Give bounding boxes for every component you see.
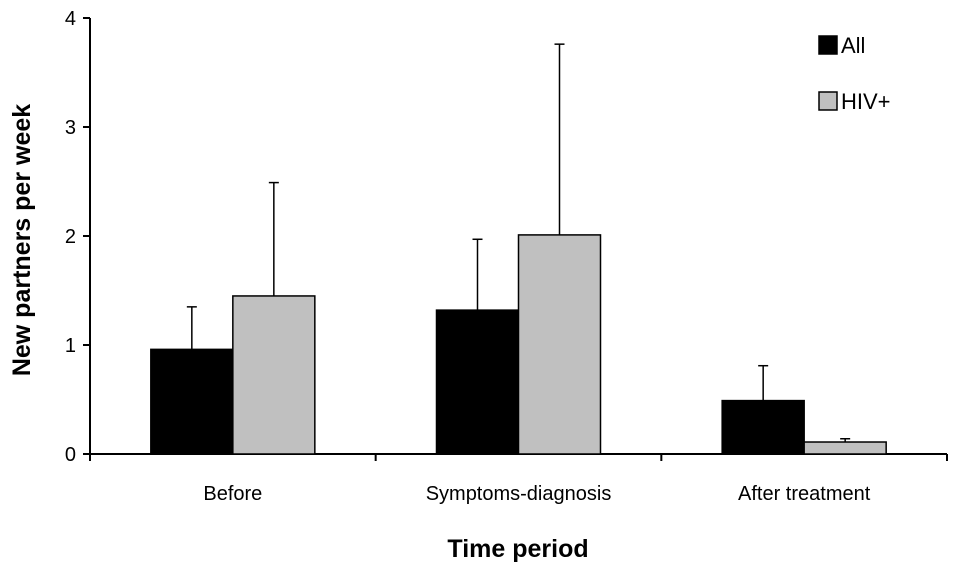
- legend-label: HIV+: [841, 89, 891, 114]
- bar: [150, 348, 234, 455]
- bar: [517, 234, 602, 455]
- bar: [803, 441, 887, 455]
- x-axis: [89, 453, 948, 461]
- tick-labels: 0 1 2 3 4 Before Symptoms-diagnosis After treat…: [65, 8, 871, 505]
- error-bars: [186, 43, 851, 443]
- bar: [435, 309, 520, 455]
- legend-swatch: [818, 91, 838, 111]
- y-tick-label: 4: [65, 8, 76, 30]
- bar: [232, 295, 316, 455]
- y-axis: [83, 17, 91, 455]
- x-tick-label: Before: [203, 483, 262, 505]
- legend-swatch: [818, 35, 838, 55]
- y-axis-title: New partners per week: [8, 104, 36, 376]
- legend: All HIV+: [818, 33, 891, 114]
- x-tick-label: Symptoms-diagnosis: [426, 483, 612, 505]
- bar: [721, 399, 805, 455]
- y-tick-label: 2: [65, 226, 76, 248]
- x-axis-title: Time period: [447, 535, 588, 563]
- legend-label: All: [841, 33, 865, 58]
- y-tick-label: 1: [65, 335, 76, 357]
- bars: [150, 234, 887, 455]
- x-tick-label: After treatment: [738, 483, 871, 505]
- y-tick-label: 3: [65, 117, 76, 139]
- y-tick-label: 0: [65, 444, 76, 466]
